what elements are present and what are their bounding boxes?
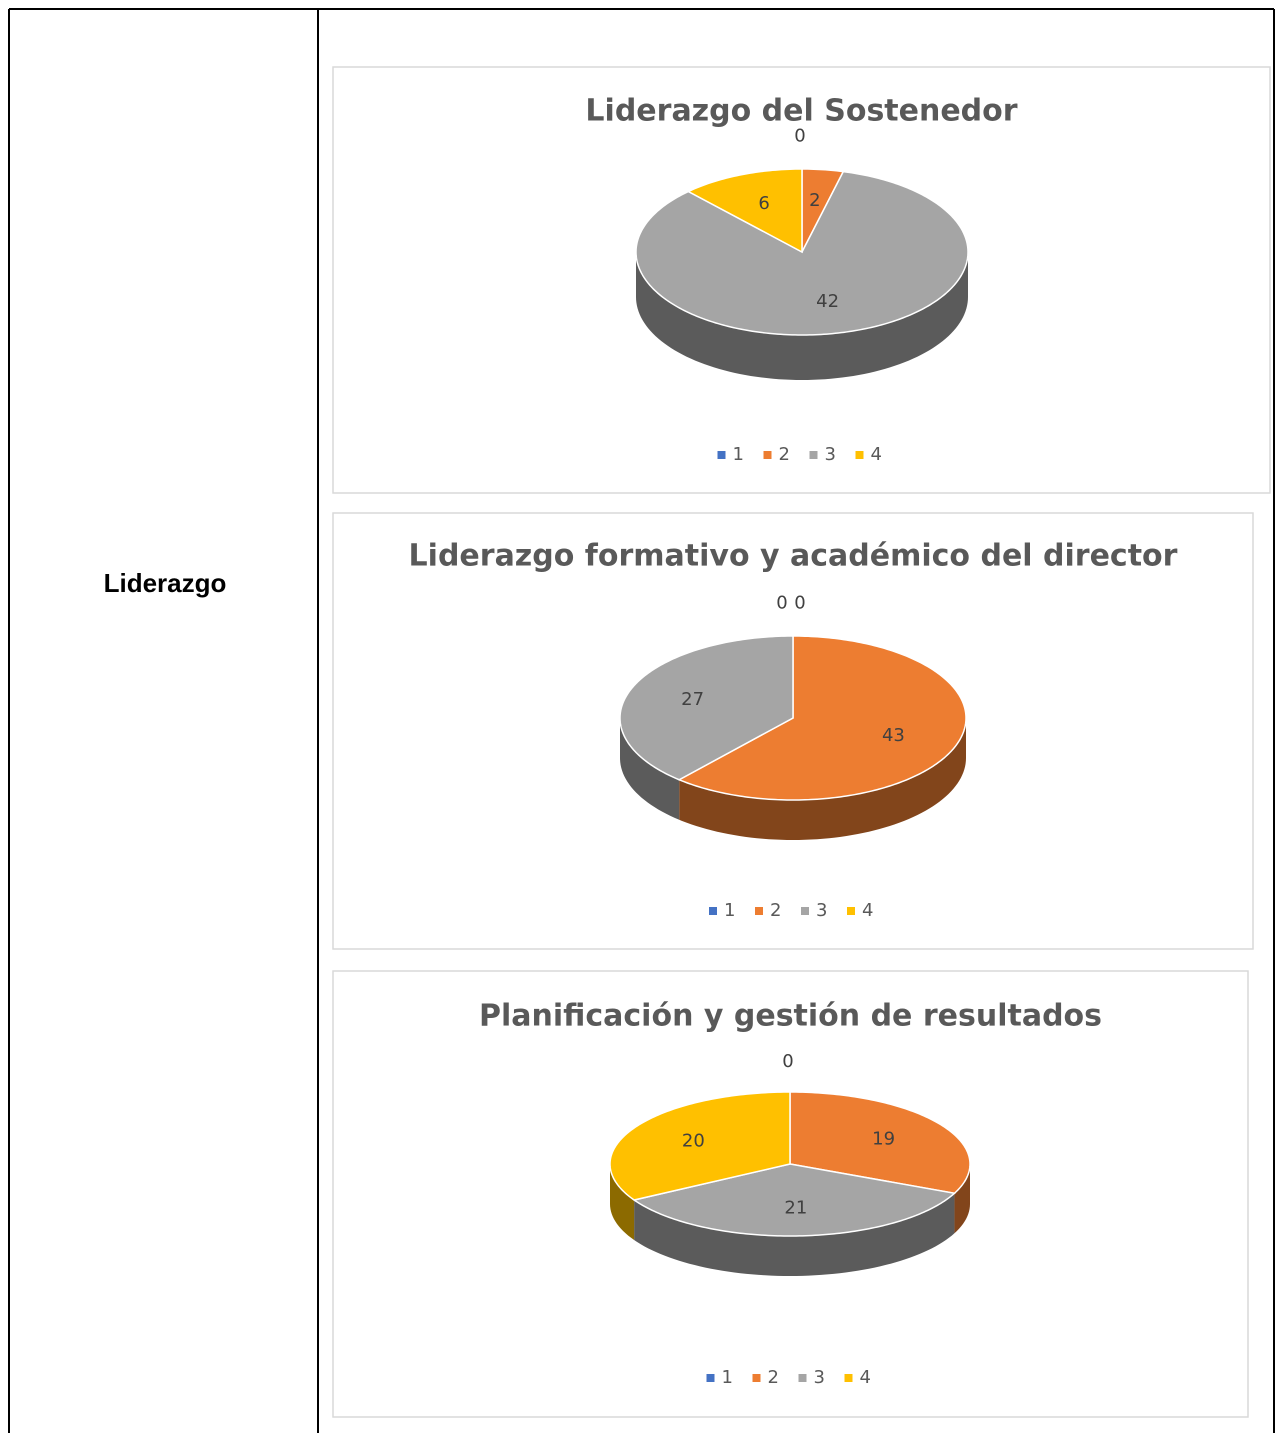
pie-slice [635,170,969,336]
data-label: 42 [816,291,839,312]
legend-label: 2 [779,444,790,465]
legend-swatch [847,907,855,915]
chart: Liderazgo formativo y académico del dire… [332,512,1254,950]
pie-side [679,718,966,840]
legend-swatch [755,907,763,915]
data-label: 0 [794,125,805,146]
legend-swatch [717,451,726,459]
pie-side [620,718,680,820]
data-label: 27 [681,689,704,710]
legend-swatch [706,1374,715,1382]
chart-title: Liderazgo formativo y académico del dire… [409,539,1178,574]
data-label: 0 [782,1051,793,1072]
chart-title: Liderazgo del Sostenedor [585,94,1017,129]
legend-swatch [798,1374,807,1382]
data-label: 0 [776,593,787,614]
chart-title: Planificación y gestión de resultados [479,999,1102,1034]
legend-swatch [844,1374,853,1382]
legend-swatch [809,451,818,459]
pie-slice [686,168,803,254]
pie-slice [789,1091,971,1195]
legend-swatch [855,451,864,459]
legend-label: 3 [825,444,836,465]
data-label: 43 [882,725,905,746]
legend-label: 3 [814,1367,825,1388]
legend-label: 1 [722,1367,733,1388]
data-label: 2 [809,190,820,211]
legend-label: 4 [860,1367,871,1388]
pie-side [634,1193,955,1276]
legend-label: 1 [724,900,735,921]
legend-label: 2 [770,900,781,921]
pie-slice [677,635,967,801]
legend-swatch [752,1374,761,1382]
legend-label: 3 [816,900,827,921]
pie-slice [609,1091,791,1201]
legend-label: 4 [871,444,882,465]
data-label: 6 [758,193,769,214]
row-label: Liderazgo [104,568,227,598]
legend-label: 4 [862,900,873,921]
legend-label: 1 [733,444,744,465]
legend-swatch [763,451,772,459]
chart: Planificación y gestión de resultados 0 19… [332,970,1249,1418]
data-label: 20 [682,1131,705,1152]
data-label: 21 [784,1198,807,1219]
legend-swatch [709,907,717,915]
legend-swatch [801,907,809,915]
pie-side [954,1164,970,1234]
data-label: 0 [794,593,805,614]
legend-label: 2 [768,1367,779,1388]
data-label: 19 [872,1129,895,1150]
pie-slice [619,635,794,781]
pie-side [636,252,968,380]
